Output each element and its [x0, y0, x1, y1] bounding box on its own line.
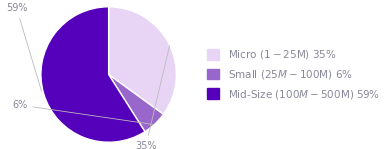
- Wedge shape: [109, 74, 163, 132]
- Wedge shape: [41, 7, 145, 142]
- Legend: Micro ($1-$25M) 35%, Small ($25M-$100M) 6%, Mid-Size ($100M-$500M) 59%: Micro ($1-$25M) 35%, Small ($25M-$100M) …: [207, 48, 380, 101]
- Text: 6%: 6%: [12, 100, 153, 124]
- Text: 59%: 59%: [6, 3, 42, 91]
- Wedge shape: [109, 7, 177, 114]
- Text: 35%: 35%: [135, 46, 170, 149]
